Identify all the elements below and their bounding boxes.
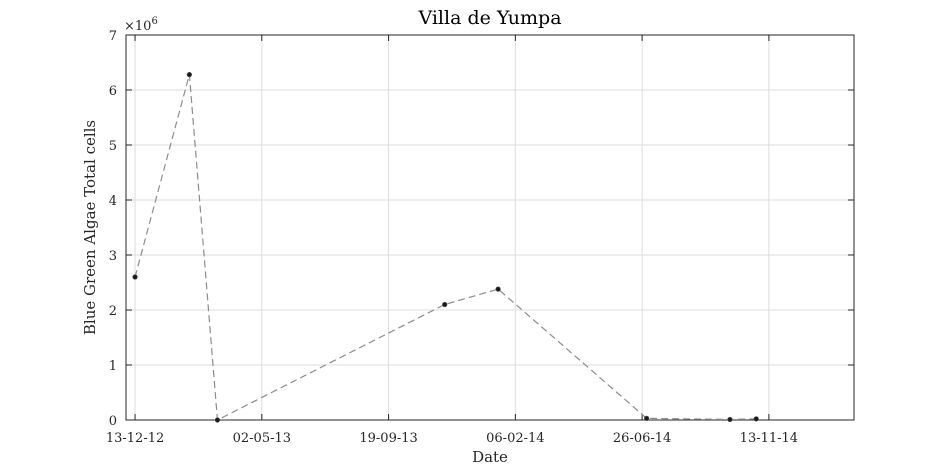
x-tick-label: 02-05-13 [233, 431, 291, 446]
data-point [186, 71, 192, 78]
y-tick-label: 7 [109, 29, 117, 44]
x-tick-label: 26-06-14 [613, 431, 671, 446]
data-point [442, 301, 448, 308]
y-tick-label: 3 [109, 249, 117, 264]
series [132, 71, 759, 423]
x-tick-label: 13-11-14 [740, 431, 798, 446]
y-tick-label: 2 [109, 304, 117, 319]
data-point [132, 274, 138, 280]
x-axis-title: Date [472, 448, 508, 466]
y-tick-label: 1 [109, 359, 117, 374]
data-point [727, 416, 733, 423]
y-tick-label: 5 [109, 139, 117, 154]
data-point [644, 415, 650, 421]
plot-frame [125, 34, 855, 421]
data-point [753, 416, 759, 422]
chart-title: Villa de Yumpa [417, 7, 561, 29]
axes: 13-12-12 02-05-13 19-09-13 06-02-14 26-06-14… [106, 29, 855, 446]
data-point [495, 286, 501, 292]
y-axis-exponent-power: 6 [151, 16, 157, 27]
y-axis-title: Blue Green Algae Total cells [81, 120, 99, 335]
y-axis-exponent-base: ×10 [124, 19, 151, 34]
y-tick-label: 6 [109, 84, 117, 99]
y-tick-label: 4 [109, 194, 117, 209]
series-line [134, 74, 757, 421]
y-axis-exponent: ×106 [124, 16, 158, 34]
grid [126, 34, 854, 421]
x-tick-label: 13-12-12 [106, 431, 164, 446]
y-tick-label: 0 [109, 414, 117, 429]
x-tick-label: 06-02-14 [486, 431, 544, 446]
data-point [214, 417, 221, 423]
x-tick-label: 19-09-13 [359, 431, 417, 446]
